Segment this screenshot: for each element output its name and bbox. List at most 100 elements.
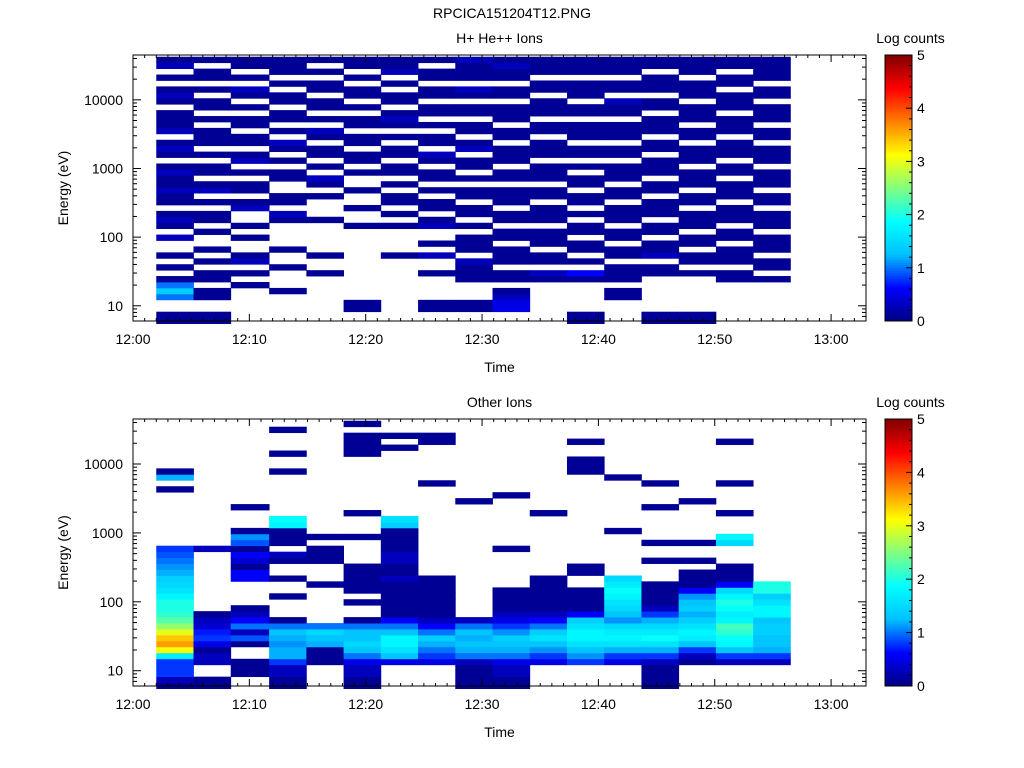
heatmap-cell <box>715 80 754 87</box>
heatmap-cell <box>455 121 493 129</box>
colorbar-strip <box>885 473 912 477</box>
heatmap-cell <box>566 611 605 618</box>
colorbar-strip <box>885 192 912 195</box>
heatmap-cell <box>529 163 568 170</box>
heatmap-cell <box>343 187 382 194</box>
colorbar-strip <box>885 471 912 475</box>
heatmap-cell <box>455 92 493 99</box>
colorbar-strip <box>885 161 912 165</box>
heatmap-cell <box>753 264 791 271</box>
colorbar-strip <box>885 304 912 308</box>
colorbar-strip <box>885 67 912 70</box>
x-tick-label: 12:20 <box>348 331 383 347</box>
heatmap-cell <box>156 222 194 230</box>
heatmap-cell <box>753 157 791 164</box>
heatmap-cell <box>269 246 307 253</box>
colorbar-strip <box>885 220 912 223</box>
heatmap-cell <box>380 617 419 624</box>
heatmap-cell <box>418 652 456 660</box>
heatmap-cell <box>566 80 605 87</box>
heatmap-cell <box>604 80 642 87</box>
heatmap-cell <box>230 204 270 212</box>
heatmap-cell <box>269 623 307 630</box>
heatmap-cell <box>566 121 605 129</box>
heatmap-cell <box>380 193 419 200</box>
heatmap-cell <box>566 104 605 111</box>
heatmap-cell <box>641 116 680 123</box>
heatmap-cell <box>492 287 531 295</box>
heatmap-cell <box>529 139 568 147</box>
heatmap-cell <box>418 587 456 594</box>
heatmap-cell <box>418 646 456 654</box>
heatmap-cell <box>156 664 194 672</box>
colorbar-strip <box>885 101 912 104</box>
colorbar-strip <box>885 155 912 159</box>
heatmap-cell <box>156 634 194 642</box>
colorbar-strip <box>885 625 912 628</box>
heatmap-cell <box>492 617 531 624</box>
colorbar-strip <box>885 635 912 638</box>
colorbar-strip <box>885 479 912 483</box>
heatmap-cell <box>455 145 493 153</box>
colorbar-strip <box>885 570 912 574</box>
heatmap-cell <box>492 629 531 636</box>
heatmap-cell <box>715 181 754 188</box>
heatmap-cell <box>604 169 642 176</box>
heatmap-cell <box>455 110 493 117</box>
heatmap-cell <box>380 151 419 158</box>
heatmap-cell <box>641 121 680 129</box>
heatmap-cell <box>641 617 680 624</box>
heatmap-cell <box>715 127 754 135</box>
colorbar-strip <box>885 421 912 424</box>
colorbar-strip <box>885 651 912 655</box>
heatmap-cell <box>343 116 382 123</box>
colorbar-strip <box>885 169 912 173</box>
heatmap-cell <box>230 187 270 194</box>
heatmap-cell <box>380 92 419 99</box>
heatmap-cell <box>566 276 605 283</box>
heatmap-cell <box>604 216 642 224</box>
heatmap-cell <box>753 246 791 253</box>
heatmap-cell <box>753 587 791 594</box>
heatmap-cell <box>156 92 194 99</box>
heatmap-cell <box>678 193 717 200</box>
colorbar-strip <box>885 274 912 278</box>
heatmap-cell <box>343 629 382 636</box>
heatmap-cell <box>566 110 605 117</box>
colorbar-strip <box>885 532 912 535</box>
colorbar-strip <box>885 198 912 201</box>
heatmap-cell <box>455 276 493 283</box>
colorbar-strip <box>885 653 912 657</box>
colorbar-strip <box>885 546 912 549</box>
heatmap-cell <box>380 56 419 64</box>
heatmap-cell <box>715 234 754 241</box>
colorbar-strip <box>885 59 912 62</box>
heatmap-cell <box>306 216 344 224</box>
heatmap-cell <box>418 438 456 445</box>
heatmap-cell <box>641 86 680 93</box>
heatmap-cell <box>715 617 754 624</box>
heatmap-cell <box>380 110 419 117</box>
heatmap-cell <box>193 276 232 283</box>
heatmap-cell <box>193 676 232 684</box>
heatmap-cell <box>678 658 717 666</box>
heatmap-cell <box>753 210 791 218</box>
heatmap-cell <box>306 252 344 259</box>
heatmap-cell <box>715 563 754 570</box>
heatmap-cell <box>529 575 568 582</box>
heatmap-cell <box>230 116 270 123</box>
colorbar-strip <box>885 69 912 72</box>
panel-title: H+ He++ Ions <box>456 30 543 46</box>
colorbar-strip <box>885 443 912 446</box>
colorbar-strip <box>885 556 912 560</box>
heatmap-cell <box>418 299 456 307</box>
heatmap-cell <box>678 116 717 123</box>
heatmap-cell <box>269 527 307 535</box>
heatmap-cell <box>230 258 270 265</box>
heatmap-cell <box>269 533 307 541</box>
heatmap-cell <box>492 68 531 75</box>
heatmap-cell <box>604 68 642 75</box>
heatmap-cell <box>343 563 382 570</box>
heatmap-cell <box>529 86 568 93</box>
